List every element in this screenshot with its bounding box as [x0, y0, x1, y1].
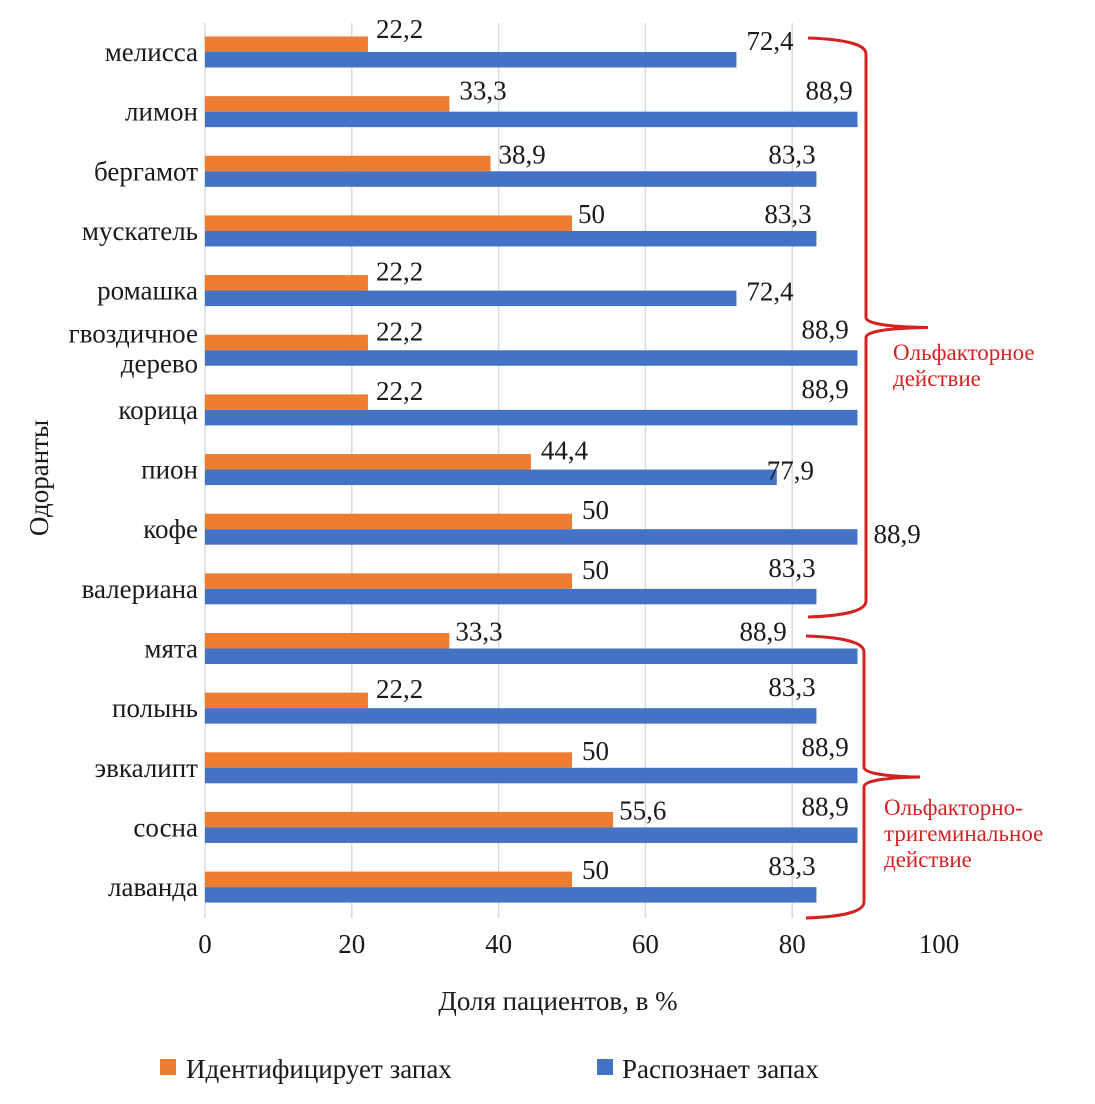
x-tick-label: 20	[338, 929, 365, 959]
bar-identifies	[205, 155, 491, 172]
category-label: мускатель	[82, 216, 198, 246]
x-tick-label: 60	[632, 929, 659, 959]
category-label: сосна	[133, 812, 198, 842]
data-label-identifies: 50	[582, 555, 609, 585]
category-label: бергамот	[94, 156, 198, 186]
data-label-identifies: 50	[578, 199, 605, 229]
bar-identifies	[205, 275, 368, 291]
data-label-identifies: 44,4	[541, 436, 589, 466]
legend-label-identifies: Идентифицирует запах	[186, 1054, 452, 1084]
curly-brace	[807, 36, 929, 619]
group-label-olfactory: Ольфакторное действие	[893, 340, 1035, 391]
data-label-identifies: 22,2	[376, 376, 423, 406]
category-label: валериана	[82, 574, 198, 604]
x-tick-label: 80	[779, 929, 806, 959]
bar-identifies	[205, 334, 368, 351]
category-label: ромашка	[97, 276, 198, 306]
data-label-recognizes: 88,9	[802, 374, 849, 404]
y-axis-title: Одоранты	[24, 420, 54, 536]
data-label-identifies: 22,2	[376, 674, 423, 704]
category-label: лаванда	[108, 872, 198, 902]
bars	[205, 36, 858, 903]
data-label-identifies: 50	[582, 855, 609, 885]
data-label-identifies: 22,2	[376, 316, 423, 346]
data-label-recognizes: 88,9	[740, 617, 787, 647]
bar-recognizes	[205, 111, 858, 128]
group-label-olfactory-trigeminal: Ольфакторно-тригеминальное действие	[884, 795, 1043, 872]
bar-recognizes	[205, 648, 858, 664]
bar-recognizes	[205, 708, 817, 724]
data-label-recognizes: 88,9	[802, 732, 849, 762]
bar-recognizes	[205, 350, 858, 366]
data-label-recognizes: 88,9	[802, 314, 849, 344]
category-label: полынь	[112, 693, 198, 723]
data-label-recognizes: 83,3	[768, 553, 815, 583]
bar-identifies	[205, 96, 450, 112]
data-label-recognizes: 83,3	[768, 851, 815, 881]
data-label-identifies: 50	[582, 495, 609, 525]
category-labels: мелисса лимон бергамот мускатель ромашка гвоз…	[69, 37, 199, 902]
data-label-recognizes: 88,9	[802, 791, 849, 821]
category-label: гвоздичное дерево	[69, 318, 198, 378]
bar-recognizes	[205, 409, 858, 426]
category-label: мелисса	[105, 37, 198, 67]
bar-recognizes	[205, 230, 817, 247]
data-labels: 22,2 72,4 33,3 88,9 38,9 83,3 50 83,3 22,2 72,4 22…	[376, 14, 921, 885]
data-label-recognizes: 83,3	[768, 139, 815, 169]
bar-identifies	[205, 633, 450, 649]
data-label-identifies: 33,3	[459, 76, 506, 106]
category-label: лимон	[125, 97, 198, 127]
x-tick-label: 0	[198, 929, 212, 959]
bar-recognizes	[205, 171, 817, 187]
data-label-recognizes: 88,9	[874, 519, 921, 549]
x-tick-labels: 0 20 40 60 80 100	[198, 929, 959, 959]
bar-identifies	[205, 811, 614, 828]
legend: Идентифицирует запах Распознает запах	[160, 1054, 819, 1084]
data-label-recognizes: 83,3	[764, 199, 811, 229]
data-label-identifies: 33,3	[455, 617, 502, 647]
bar-recognizes	[205, 767, 858, 784]
bar-recognizes	[205, 290, 737, 307]
curly-brace	[805, 634, 921, 920]
bar-identifies	[205, 573, 572, 589]
legend-label-recognizes: Распознает запах	[622, 1054, 819, 1084]
group-annotations: Ольфакторное действие Ольфакторно-тригемин…	[805, 36, 1043, 920]
bar-identifies	[205, 752, 572, 768]
data-label-identifies: 22,2	[376, 14, 423, 44]
bar-recognizes	[205, 887, 817, 903]
bar-recognizes	[205, 529, 858, 545]
bar-identifies	[205, 692, 368, 709]
x-tick-label: 40	[485, 929, 512, 959]
bar-identifies	[205, 215, 572, 231]
category-label: эвкалипт	[95, 753, 199, 783]
bar-recognizes	[205, 588, 817, 605]
category-label: пион	[141, 455, 198, 485]
bar-identifies	[205, 394, 368, 410]
data-label-recognizes: 88,9	[806, 76, 853, 106]
data-label-recognizes: 77,9	[767, 456, 814, 486]
data-label-identifies: 55,6	[619, 795, 666, 825]
x-tick-label: 100	[919, 929, 960, 959]
bar-recognizes	[205, 469, 777, 486]
data-label-recognizes: 72,4	[746, 277, 794, 307]
bar-identifies	[205, 454, 531, 470]
bar-identifies	[205, 513, 572, 530]
data-label-identifies: 22,2	[376, 257, 423, 287]
bar-identifies	[205, 36, 368, 52]
x-axis-title: Доля пациентов, в %	[438, 986, 677, 1016]
legend-swatch-recognizes	[597, 1059, 613, 1075]
data-label-identifies: 50	[582, 736, 609, 766]
bar-recognizes	[205, 52, 737, 68]
data-label-identifies: 38,9	[499, 139, 546, 169]
legend-swatch-identifies	[160, 1059, 176, 1075]
category-label: кофе	[143, 514, 198, 544]
data-label-recognizes: 72,4	[746, 26, 794, 56]
bar-identifies	[205, 871, 572, 888]
data-label-recognizes: 83,3	[768, 672, 815, 702]
category-label: корица	[118, 395, 198, 425]
category-label: мята	[144, 634, 198, 664]
bar-recognizes	[205, 827, 858, 843]
